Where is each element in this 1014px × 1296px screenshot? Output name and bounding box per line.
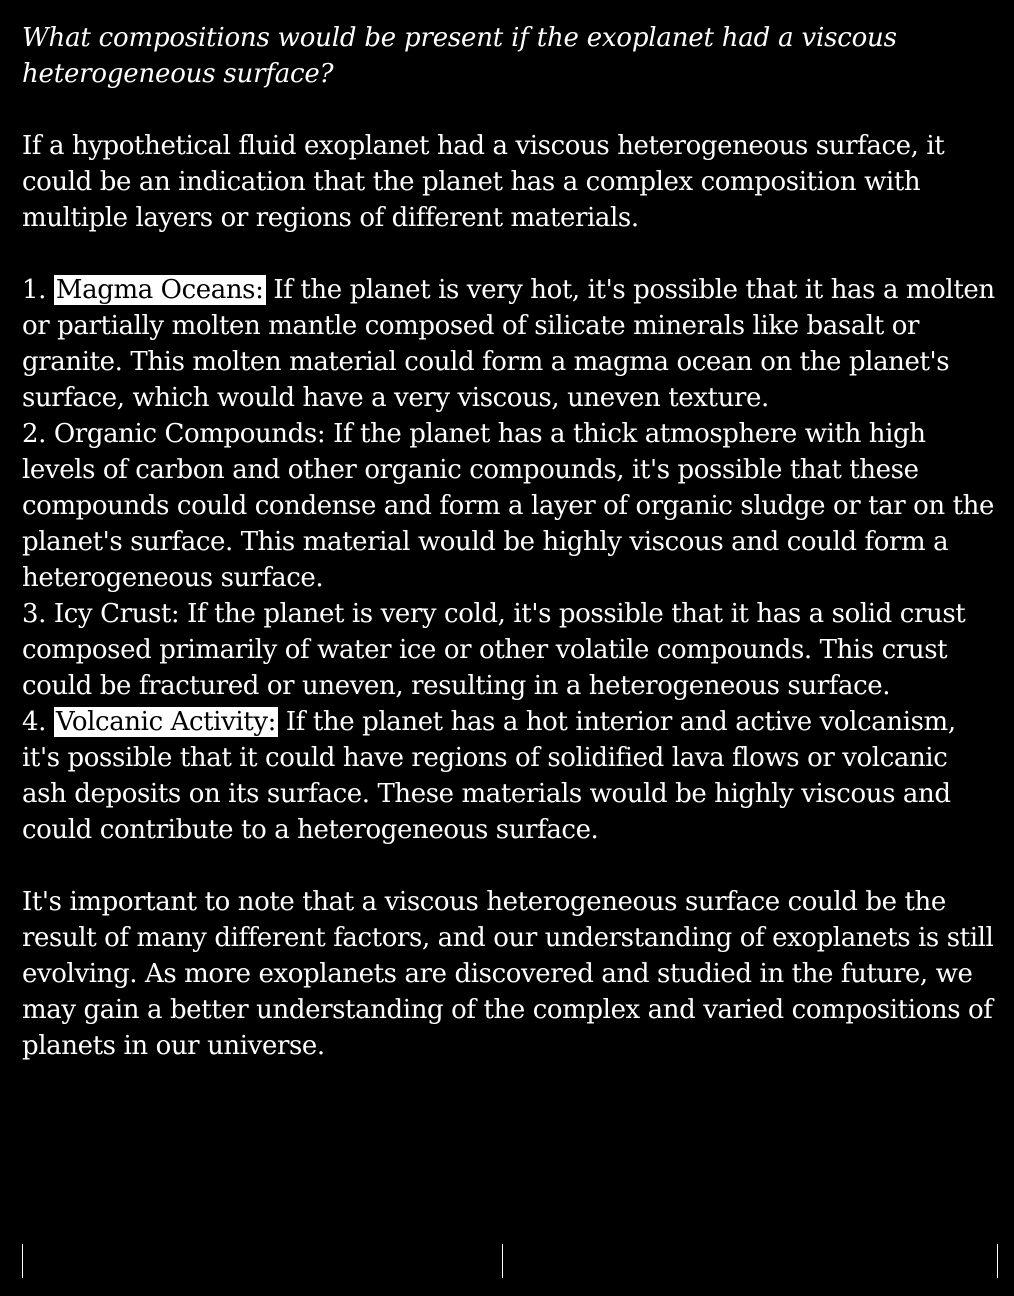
- item-text: If the planet is very cold, it's possibl…: [22, 599, 966, 701]
- list-item: 1. Magma Oceans: If the planet is very h…: [22, 272, 997, 416]
- composition-list: 1. Magma Oceans: If the planet is very h…: [22, 272, 997, 848]
- column-divider-right: [997, 1244, 998, 1278]
- spacer: [22, 236, 997, 272]
- spacer: [22, 92, 997, 128]
- list-item: 2. Organic Compounds: If the planet has …: [22, 416, 997, 596]
- item-text: If the planet is very hot, it's possible…: [22, 275, 995, 413]
- column-divider-middle: [502, 1244, 503, 1278]
- list-item: 3. Icy Crust: If the planet is very cold…: [22, 596, 997, 704]
- list-item: 4. Volcanic Activity: If the planet has …: [22, 704, 997, 848]
- item-label-highlighted[interactable]: Magma Oceans:: [53, 275, 266, 305]
- item-label-highlighted[interactable]: Volcanic Activity:: [53, 707, 279, 737]
- item-number: 3.: [22, 599, 47, 629]
- intro-paragraph: If a hypothetical fluid exoplanet had a …: [22, 131, 945, 233]
- item-label: Icy Crust:: [53, 599, 180, 629]
- question-heading: What compositions would be present if th…: [22, 23, 897, 89]
- item-number: 4.: [22, 707, 47, 737]
- item-number: 1.: [22, 275, 47, 305]
- item-label: Organic Compounds:: [53, 419, 326, 449]
- conclusion-paragraph: It's important to note that a viscous he…: [22, 887, 994, 1061]
- document-page: What compositions would be present if th…: [22, 20, 997, 1064]
- item-number: 2.: [22, 419, 47, 449]
- item-text: If the planet has a hot interior and act…: [22, 707, 956, 845]
- column-divider-left: [22, 1244, 23, 1278]
- item-text: If the planet has a thick atmosphere wit…: [22, 419, 994, 593]
- spacer: [22, 848, 997, 884]
